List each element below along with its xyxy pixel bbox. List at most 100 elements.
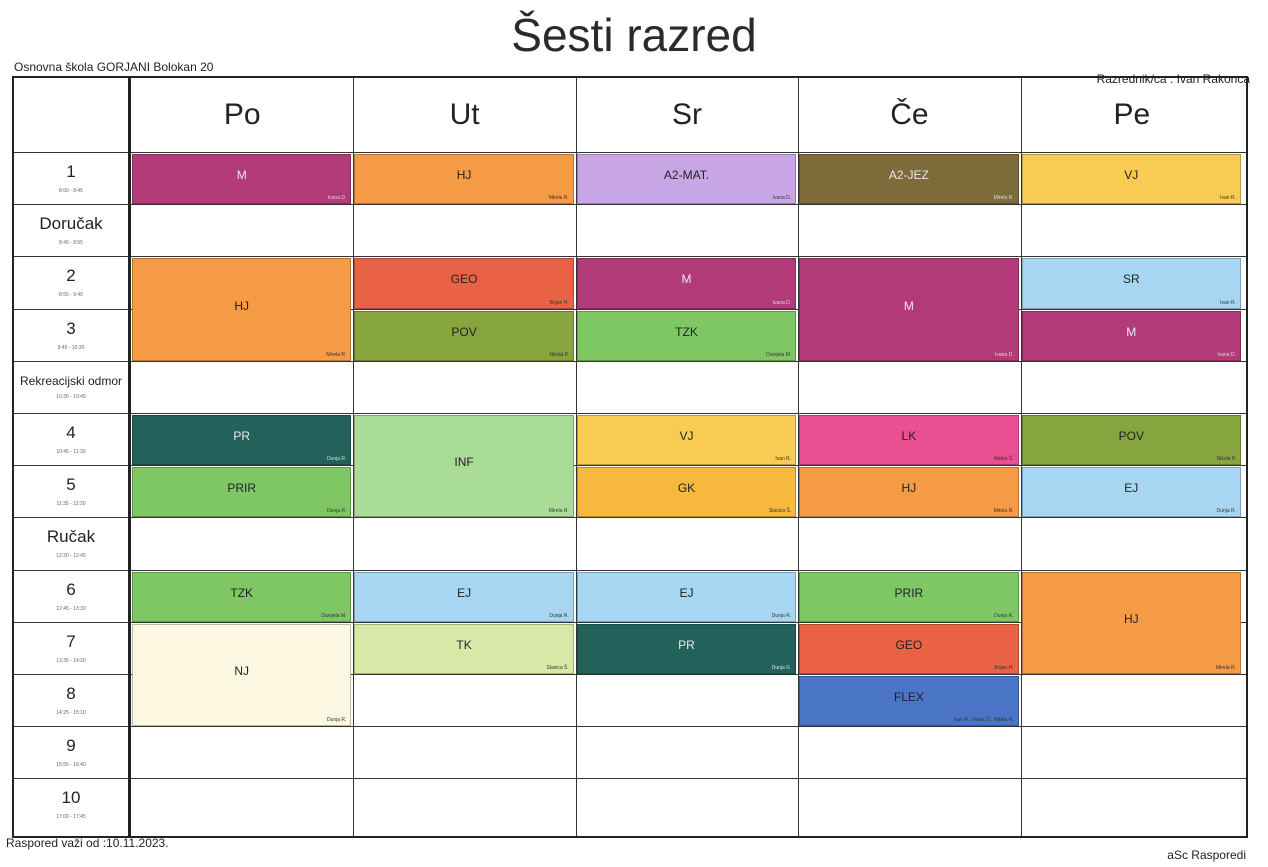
lesson-subject: POV (1118, 429, 1144, 444)
row-divider (14, 204, 1246, 206)
lesson-teacher: Mirela R. (548, 508, 569, 515)
row-divider (14, 517, 1246, 519)
lesson-subject: HJ (456, 168, 472, 183)
lesson-teacher: Danijela M. (766, 351, 792, 358)
lesson-cell[interactable]: PRIR Dunja R. (799, 571, 1019, 622)
lesson-cell[interactable]: M Ivana D. (1021, 310, 1241, 361)
lesson-subject: A2-MAT. (663, 168, 710, 183)
lesson-subject: NJ (234, 663, 250, 678)
lesson-teacher: Dunja R. (771, 612, 792, 619)
lesson-cell[interactable]: EJ Dunja R. (1021, 467, 1241, 518)
period-name: 7 (66, 631, 76, 651)
lesson-subject: POV (451, 324, 477, 339)
lesson-teacher: Slavica Š. (768, 508, 792, 515)
period-time: 15:55 - 16:40 (56, 762, 86, 769)
lesson-subject: M (903, 298, 914, 313)
lesson-teacher: Ivan R., Ivana D., Mirela R. (953, 717, 1014, 724)
lesson-cell[interactable]: EJ Dunja R. (354, 571, 574, 622)
lesson-subject: HJ (901, 481, 917, 496)
lesson-cell[interactable]: M Ivana D. (132, 154, 352, 205)
lesson-cell[interactable]: HJ Mirela R. (354, 154, 574, 205)
lesson-cell[interactable]: VJ Ivan R. (1021, 154, 1241, 205)
lesson-teacher: Bojan H. (994, 664, 1014, 671)
period-time: 8:55 - 9:40 (59, 292, 83, 299)
lesson-cell[interactable]: VJ Ivan R. (576, 415, 797, 466)
lesson-subject: EJ (457, 585, 472, 600)
lesson-cell[interactable]: POV Nikola P. (1021, 415, 1241, 466)
lesson-cell[interactable]: M Ivana D. (576, 258, 797, 309)
lesson-cell[interactable]: A2-MAT. Ivana D. (576, 154, 797, 205)
lesson-cell[interactable]: EJ Dunja R. (576, 571, 797, 622)
period-name: 4 (66, 423, 76, 443)
lesson-cell[interactable]: A2-JEZ Mirela R. (799, 154, 1019, 205)
period-label: 10 17:00 - 17:45 (14, 778, 128, 830)
lesson-cell[interactable]: PR Dunja R. (132, 415, 352, 466)
timetable-grid: Po Ut Sr Če Pe 1 8:00 - 8:45 Doručak 8:45 - 8:55… (12, 76, 1248, 838)
lesson-cell[interactable]: PRIR Dunja R. (132, 467, 352, 518)
lesson-cell[interactable]: HJ Mirela R. (1021, 571, 1241, 674)
lesson-cell[interactable]: TZK Danijela M. (576, 310, 797, 361)
lesson-cell[interactable]: PR Dunja R. (576, 623, 797, 674)
lesson-cell[interactable]: TK Slavica Š. (354, 623, 574, 674)
period-name: 6 (66, 579, 76, 599)
lesson-cell[interactable]: NJ Dunja R. (132, 623, 352, 727)
row-divider (14, 778, 1246, 780)
period-name: Rekreacijski odmor (19, 373, 123, 388)
period-label: 9 15:55 - 16:40 (14, 726, 128, 778)
lesson-cell[interactable]: FLEX Ivan R., Ivana D., Mirela R. (799, 676, 1019, 727)
lesson-cell[interactable]: POV Nikola P. (354, 310, 574, 361)
lesson-cell[interactable]: INF Mirela R. (354, 415, 574, 518)
lesson-teacher: Ivana D. (772, 195, 792, 202)
lesson-subject: PR (678, 637, 695, 652)
row-divider (14, 360, 1246, 362)
lesson-subject: GK (677, 481, 696, 496)
lesson-teacher: Dunja R. (549, 612, 569, 619)
period-label: 3 9:45 - 10:30 (14, 309, 128, 361)
lesson-subject: EJ (1124, 481, 1139, 496)
lesson-subject: EJ (679, 585, 694, 600)
lesson-subject: TZK (675, 324, 698, 339)
lesson-teacher: Nikola P. (1216, 456, 1236, 463)
break-label: Doručak 8:45 - 8:55 (14, 204, 128, 256)
day-column-divider (1020, 78, 1022, 836)
school-name: Osnovna škola GORJANI Bolokan 20 (14, 60, 214, 74)
period-name: 9 (66, 736, 76, 756)
period-name: 5 (66, 475, 76, 495)
period-label: 5 11:35 - 12:20 (14, 465, 128, 517)
class-teacher: Razrednik/ca : Ivan Rakonca (1096, 72, 1250, 86)
lesson-cell[interactable]: LK Matea Š. (799, 415, 1019, 466)
lesson-cell[interactable]: GK Slavica Š. (576, 467, 797, 518)
period-time: 10:30 - 10:45 (56, 393, 86, 400)
lesson-cell[interactable]: SR Ivan R. (1021, 258, 1241, 309)
period-time: 11:35 - 12:20 (56, 501, 86, 508)
row-divider (14, 674, 1246, 675)
lesson-cell[interactable]: TZK Danijela M. (132, 571, 352, 622)
day-header-3: Če (890, 98, 929, 131)
lesson-teacher: Mirela R. (548, 195, 569, 202)
lesson-subject: GEO (450, 272, 478, 287)
lesson-teacher: Ivana D. (327, 195, 347, 202)
day-column-divider (575, 78, 577, 836)
lesson-cell[interactable]: HJ Mirela R. (132, 258, 352, 361)
period-name: 3 (66, 318, 76, 338)
row-divider (14, 465, 1246, 467)
period-name: Ručak (46, 527, 96, 547)
lesson-teacher: Dunja R. (994, 612, 1014, 619)
day-column-divider (798, 78, 800, 836)
lesson-subject: FLEX (893, 690, 924, 705)
period-name: Doručak (39, 214, 103, 234)
period-time: 8:00 - 8:45 (59, 188, 83, 195)
period-label: 1 8:00 - 8:45 (14, 152, 128, 204)
period-label: 7 13:35 - 14:20 (14, 622, 128, 674)
day-header-0: Po (223, 98, 261, 131)
period-label: 6 12:45 - 13:30 (14, 570, 128, 622)
lesson-cell[interactable]: M Ivana D. (799, 258, 1019, 361)
period-label: 8 14:25 - 15:10 (14, 674, 128, 726)
row-divider (14, 308, 1246, 310)
page-title: Šesti razred (511, 9, 757, 61)
label-column-divider (128, 78, 131, 836)
lesson-cell[interactable]: GEO Bojan H. (354, 258, 574, 309)
lesson-cell[interactable]: GEO Bojan H. (799, 623, 1019, 674)
period-name: 2 (66, 266, 76, 286)
lesson-cell[interactable]: HJ Mirela R. (799, 467, 1019, 518)
